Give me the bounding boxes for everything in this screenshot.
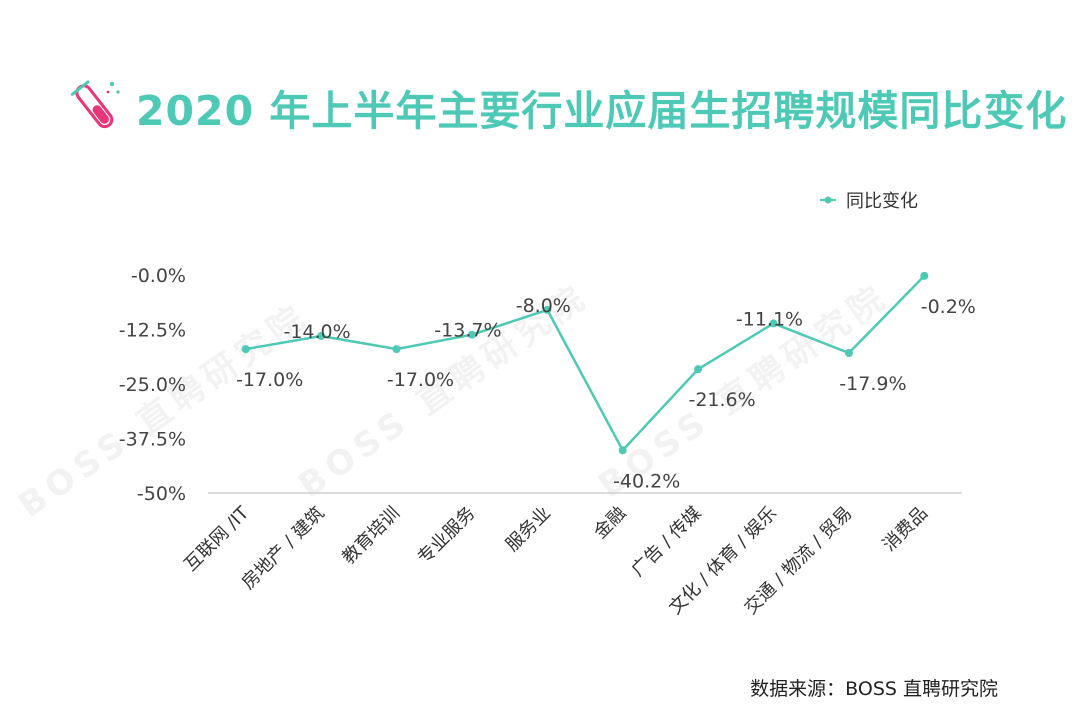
data-label: -40.2% xyxy=(613,470,680,492)
data-label: -14.0% xyxy=(283,321,350,343)
data-point xyxy=(392,345,401,354)
x-tick-label: 教育培训 xyxy=(338,503,404,569)
x-tick-label: 广告 / 传媒 xyxy=(627,503,705,581)
test-tube-icon xyxy=(70,80,120,129)
data-label: -17.9% xyxy=(839,373,906,395)
data-point xyxy=(769,319,778,328)
data-point xyxy=(543,305,552,314)
y-tick-label: -50% xyxy=(137,483,186,505)
legend-label: 同比变化 xyxy=(846,191,918,212)
x-tick-label: 金融 xyxy=(590,503,630,543)
data-point xyxy=(694,365,703,374)
y-tick-label: -12.5% xyxy=(119,320,186,342)
source-note: 数据来源：BOSS 直聘研究院 xyxy=(750,678,998,700)
chart-title: 2020 年上半年主要行业应届生招聘规模同比变化 xyxy=(136,87,1068,135)
data-label: -13.7% xyxy=(434,320,501,342)
data-point xyxy=(618,446,627,455)
data-label: -8.0% xyxy=(516,295,571,317)
data-point xyxy=(241,345,250,354)
x-tick-label: 服务业 xyxy=(502,503,555,556)
data-label: -0.2% xyxy=(921,296,976,318)
title-row: 2020 年上半年主要行业应届生招聘规模同比变化 xyxy=(68,72,1067,142)
series-line xyxy=(245,275,926,452)
y-tick-label: -37.5% xyxy=(119,429,186,451)
legend-marker-dot xyxy=(824,196,832,204)
data-point xyxy=(467,330,476,339)
data-label: -17.0% xyxy=(387,369,454,391)
y-tick-label: -25.0% xyxy=(119,374,186,396)
data-label: -17.0% xyxy=(236,369,303,391)
y-tick-label: -0.0% xyxy=(131,265,186,287)
data-point xyxy=(844,349,853,358)
x-tick-label: 互联网 /IT xyxy=(180,502,254,576)
data-point xyxy=(317,332,326,341)
data-label: -21.6% xyxy=(688,389,755,411)
x-tick-label: 消费品 xyxy=(879,503,932,556)
data-point xyxy=(920,271,929,280)
data-label: -11.1% xyxy=(736,308,803,330)
x-tick-label: 专业服务 xyxy=(414,503,480,569)
